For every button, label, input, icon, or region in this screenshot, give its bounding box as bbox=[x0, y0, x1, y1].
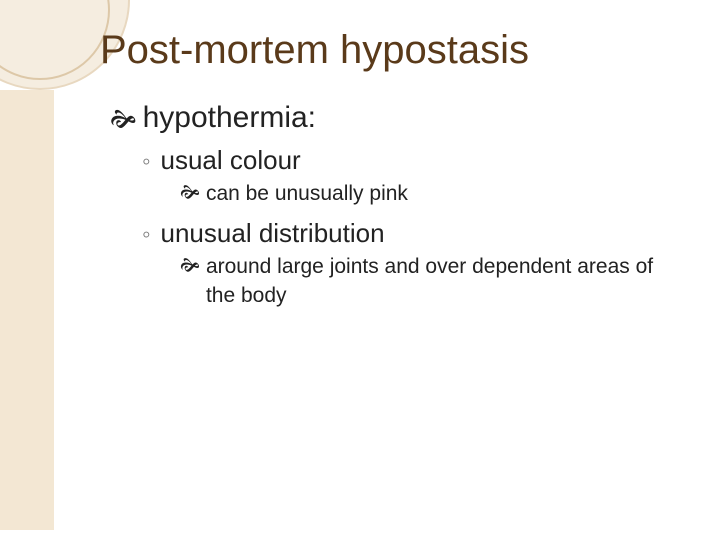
bullet-l3-a: 🙞 can be unusually pink bbox=[180, 180, 680, 208]
slide-content: Post-mortem hypostasis 🙞 hypothermia: ◦ … bbox=[0, 0, 720, 310]
bullet-l2a-text: usual colour bbox=[161, 145, 301, 176]
bullet-l3-b: 🙞 around large joints and over dependent… bbox=[180, 253, 680, 310]
script-bullet-icon: 🙞 bbox=[110, 108, 137, 132]
open-circle-icon: ◦ bbox=[142, 148, 151, 176]
slide-title: Post-mortem hypostasis bbox=[100, 28, 680, 73]
bullet-l1: 🙞 hypothermia: bbox=[110, 101, 680, 135]
bullet-l1-text: hypothermia: bbox=[143, 101, 316, 135]
script-bullet-icon: 🙞 bbox=[180, 253, 200, 278]
bullet-l3a-text: can be unusually pink bbox=[206, 180, 408, 208]
bullet-l2-a: ◦ usual colour bbox=[142, 145, 680, 176]
script-bullet-icon: 🙞 bbox=[180, 180, 200, 205]
bullet-l2b-text: unusual distribution bbox=[161, 218, 385, 249]
open-circle-icon: ◦ bbox=[142, 221, 151, 249]
bullet-l2-b: ◦ unusual distribution bbox=[142, 218, 680, 249]
bullet-l3b-text: around large joints and over dependent a… bbox=[206, 253, 680, 310]
